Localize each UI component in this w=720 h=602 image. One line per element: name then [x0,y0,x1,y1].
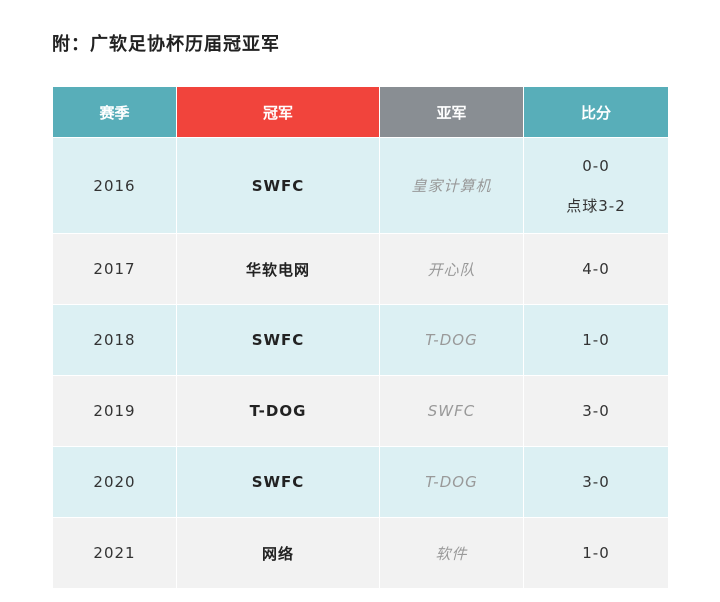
champion-cell: SWFC [176,304,380,376]
season-cell: 2020 [52,446,177,518]
table-row: 2019 T-DOG SWFC 3-0 [52,375,669,447]
header-score: 比分 [523,86,669,138]
score-cell: 1-0 [523,304,669,376]
score-text: 1-0 [582,331,610,349]
header-season: 赛季 [52,86,177,138]
runner-up-cell: 开心队 [379,233,524,305]
score-cell: 3-0 [523,446,669,518]
score-cell: 1-0 [523,517,669,589]
table-row: 2020 SWFC T-DOG 3-0 [52,446,669,518]
score-text: 点球3-2 [566,196,626,215]
score-cell: 3-0 [523,375,669,447]
runner-up-cell: T-DOG [379,304,524,376]
page-title: 附：广软足协杯历届冠亚军 [52,34,280,55]
table-row: 2017 华软电网 开心队 4-0 [52,233,669,305]
score-cell: 4-0 [523,233,669,305]
runner-up-cell: 软件 [379,517,524,589]
champion-cell: 网络 [176,517,380,589]
season-cell: 2018 [52,304,177,376]
champion-cell: T-DOG [176,375,380,447]
season-cell: 2016 [52,137,177,234]
header-champion: 冠军 [176,86,380,138]
score-text: 4-0 [582,260,610,278]
table-row: 2021 网络 软件 1-0 [52,517,669,589]
runner-up-cell: T-DOG [379,446,524,518]
header-row: 赛季 冠军 亚军 比分 [52,86,669,138]
champions-table: 赛季 冠军 亚军 比分 2016 SWFC 皇家计算机 0-0 点球3-2 2017 华软电… [52,86,669,589]
runner-up-cell: SWFC [379,375,524,447]
score-text: 3-0 [582,402,610,420]
header-runner-up: 亚军 [379,86,524,138]
champion-cell: 华软电网 [176,233,380,305]
runner-up-cell: 皇家计算机 [379,137,524,234]
score-cell: 0-0 点球3-2 [523,137,669,234]
season-cell: 2017 [52,233,177,305]
score-text: 1-0 [582,544,610,562]
season-cell: 2019 [52,375,177,447]
champion-cell: SWFC [176,446,380,518]
table-row: 2016 SWFC 皇家计算机 0-0 点球3-2 [52,137,669,234]
score-text: 0-0 [582,156,610,175]
table-row: 2018 SWFC T-DOG 1-0 [52,304,669,376]
season-cell: 2021 [52,517,177,589]
score-text: 3-0 [582,473,610,491]
champion-cell: SWFC [176,137,380,234]
